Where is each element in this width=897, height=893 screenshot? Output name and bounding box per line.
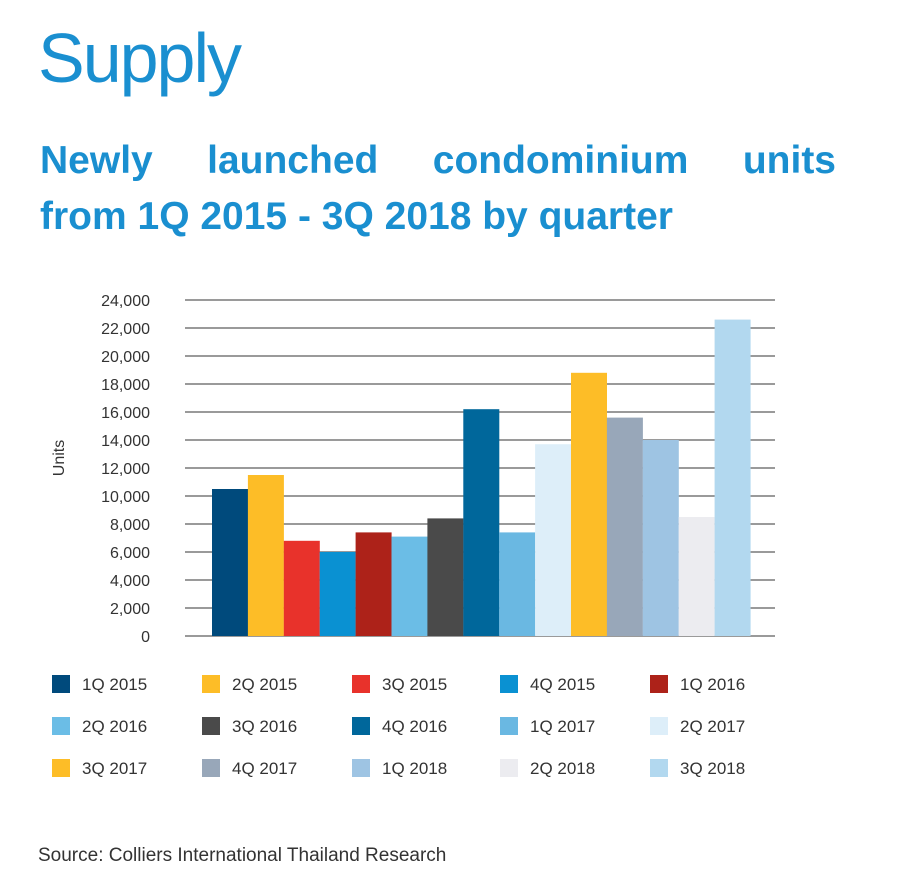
y-axis-label: Units — [51, 440, 68, 476]
y-tick-label: 2,000 — [110, 601, 150, 618]
bar-1q-2015 — [212, 489, 248, 636]
legend-swatch — [500, 759, 518, 777]
y-tick-label: 12,000 — [101, 461, 150, 478]
legend-label: 2Q 2016 — [82, 717, 147, 736]
legend-swatch — [202, 717, 220, 735]
bar-2q-2016 — [391, 536, 428, 636]
y-tick-label: 10,000 — [101, 489, 150, 506]
page-title: Supply — [38, 19, 242, 97]
legend-swatch — [650, 759, 668, 777]
bar-3q-2018 — [714, 319, 751, 636]
bar-3q-2017 — [571, 372, 607, 636]
legend-label: 2Q 2017 — [680, 717, 745, 736]
legend-swatch — [352, 675, 370, 693]
legend-label: 3Q 2017 — [82, 759, 147, 778]
bar-2q-2017 — [535, 444, 572, 636]
bar-4q-2015 — [319, 552, 356, 636]
y-tick-label: 4,000 — [110, 573, 150, 590]
y-tick-label: 22,000 — [101, 321, 150, 338]
bar-4q-2017 — [606, 417, 643, 636]
legend-swatch — [202, 675, 220, 693]
bar-3q-2015 — [283, 540, 320, 636]
legend-label: 1Q 2015 — [82, 675, 147, 694]
legend-swatch — [52, 675, 70, 693]
legend-swatch — [202, 759, 220, 777]
legend-label: 4Q 2015 — [530, 675, 595, 694]
y-tick-label: 20,000 — [101, 349, 150, 366]
subtitle-line-1: Newly launched condominium units — [40, 139, 836, 182]
legend-label: 4Q 2016 — [382, 717, 447, 736]
legend-label: 3Q 2015 — [382, 675, 447, 694]
legend-swatch — [352, 717, 370, 735]
subtitle-line-2: from 1Q 2015 - 3Q 2018 by quarter — [40, 195, 673, 238]
legend-swatch — [500, 675, 518, 693]
bar-4q-2016 — [463, 409, 500, 636]
source-note: Source: Colliers International Thailand … — [38, 845, 447, 866]
legend-swatch — [52, 759, 70, 777]
legend-swatch — [500, 717, 518, 735]
legend-label: 4Q 2017 — [232, 759, 297, 778]
legend-label: 2Q 2015 — [232, 675, 297, 694]
y-tick-label: 14,000 — [101, 433, 150, 450]
bar-2q-2018 — [678, 517, 715, 636]
y-tick-label: 24,000 — [101, 293, 150, 310]
y-tick-label: 6,000 — [110, 545, 150, 562]
y-tick-label: 8,000 — [110, 517, 150, 534]
bar-1q-2018 — [642, 440, 679, 636]
bar-1q-2017 — [499, 532, 536, 636]
bar-2q-2015 — [247, 475, 284, 636]
chart-subtitle: Newly launched condominium units from 1Q… — [40, 133, 840, 245]
bar-3q-2016 — [427, 518, 464, 636]
legend-swatch — [650, 675, 668, 693]
y-tick-label: 0 — [141, 629, 150, 646]
legend-swatch — [352, 759, 370, 777]
y-tick-label: 16,000 — [101, 405, 150, 422]
legend-label: 3Q 2016 — [232, 717, 297, 736]
legend-label: 1Q 2018 — [382, 759, 447, 778]
legend-swatch — [52, 717, 70, 735]
y-tick-label: 18,000 — [101, 377, 150, 394]
legend-label: 1Q 2017 — [530, 717, 595, 736]
legend-swatch — [650, 717, 668, 735]
bar-1q-2016 — [355, 532, 392, 636]
legend-label: 1Q 2016 — [680, 675, 745, 694]
legend-label: 2Q 2018 — [530, 759, 595, 778]
legend-label: 3Q 2018 — [680, 759, 745, 778]
